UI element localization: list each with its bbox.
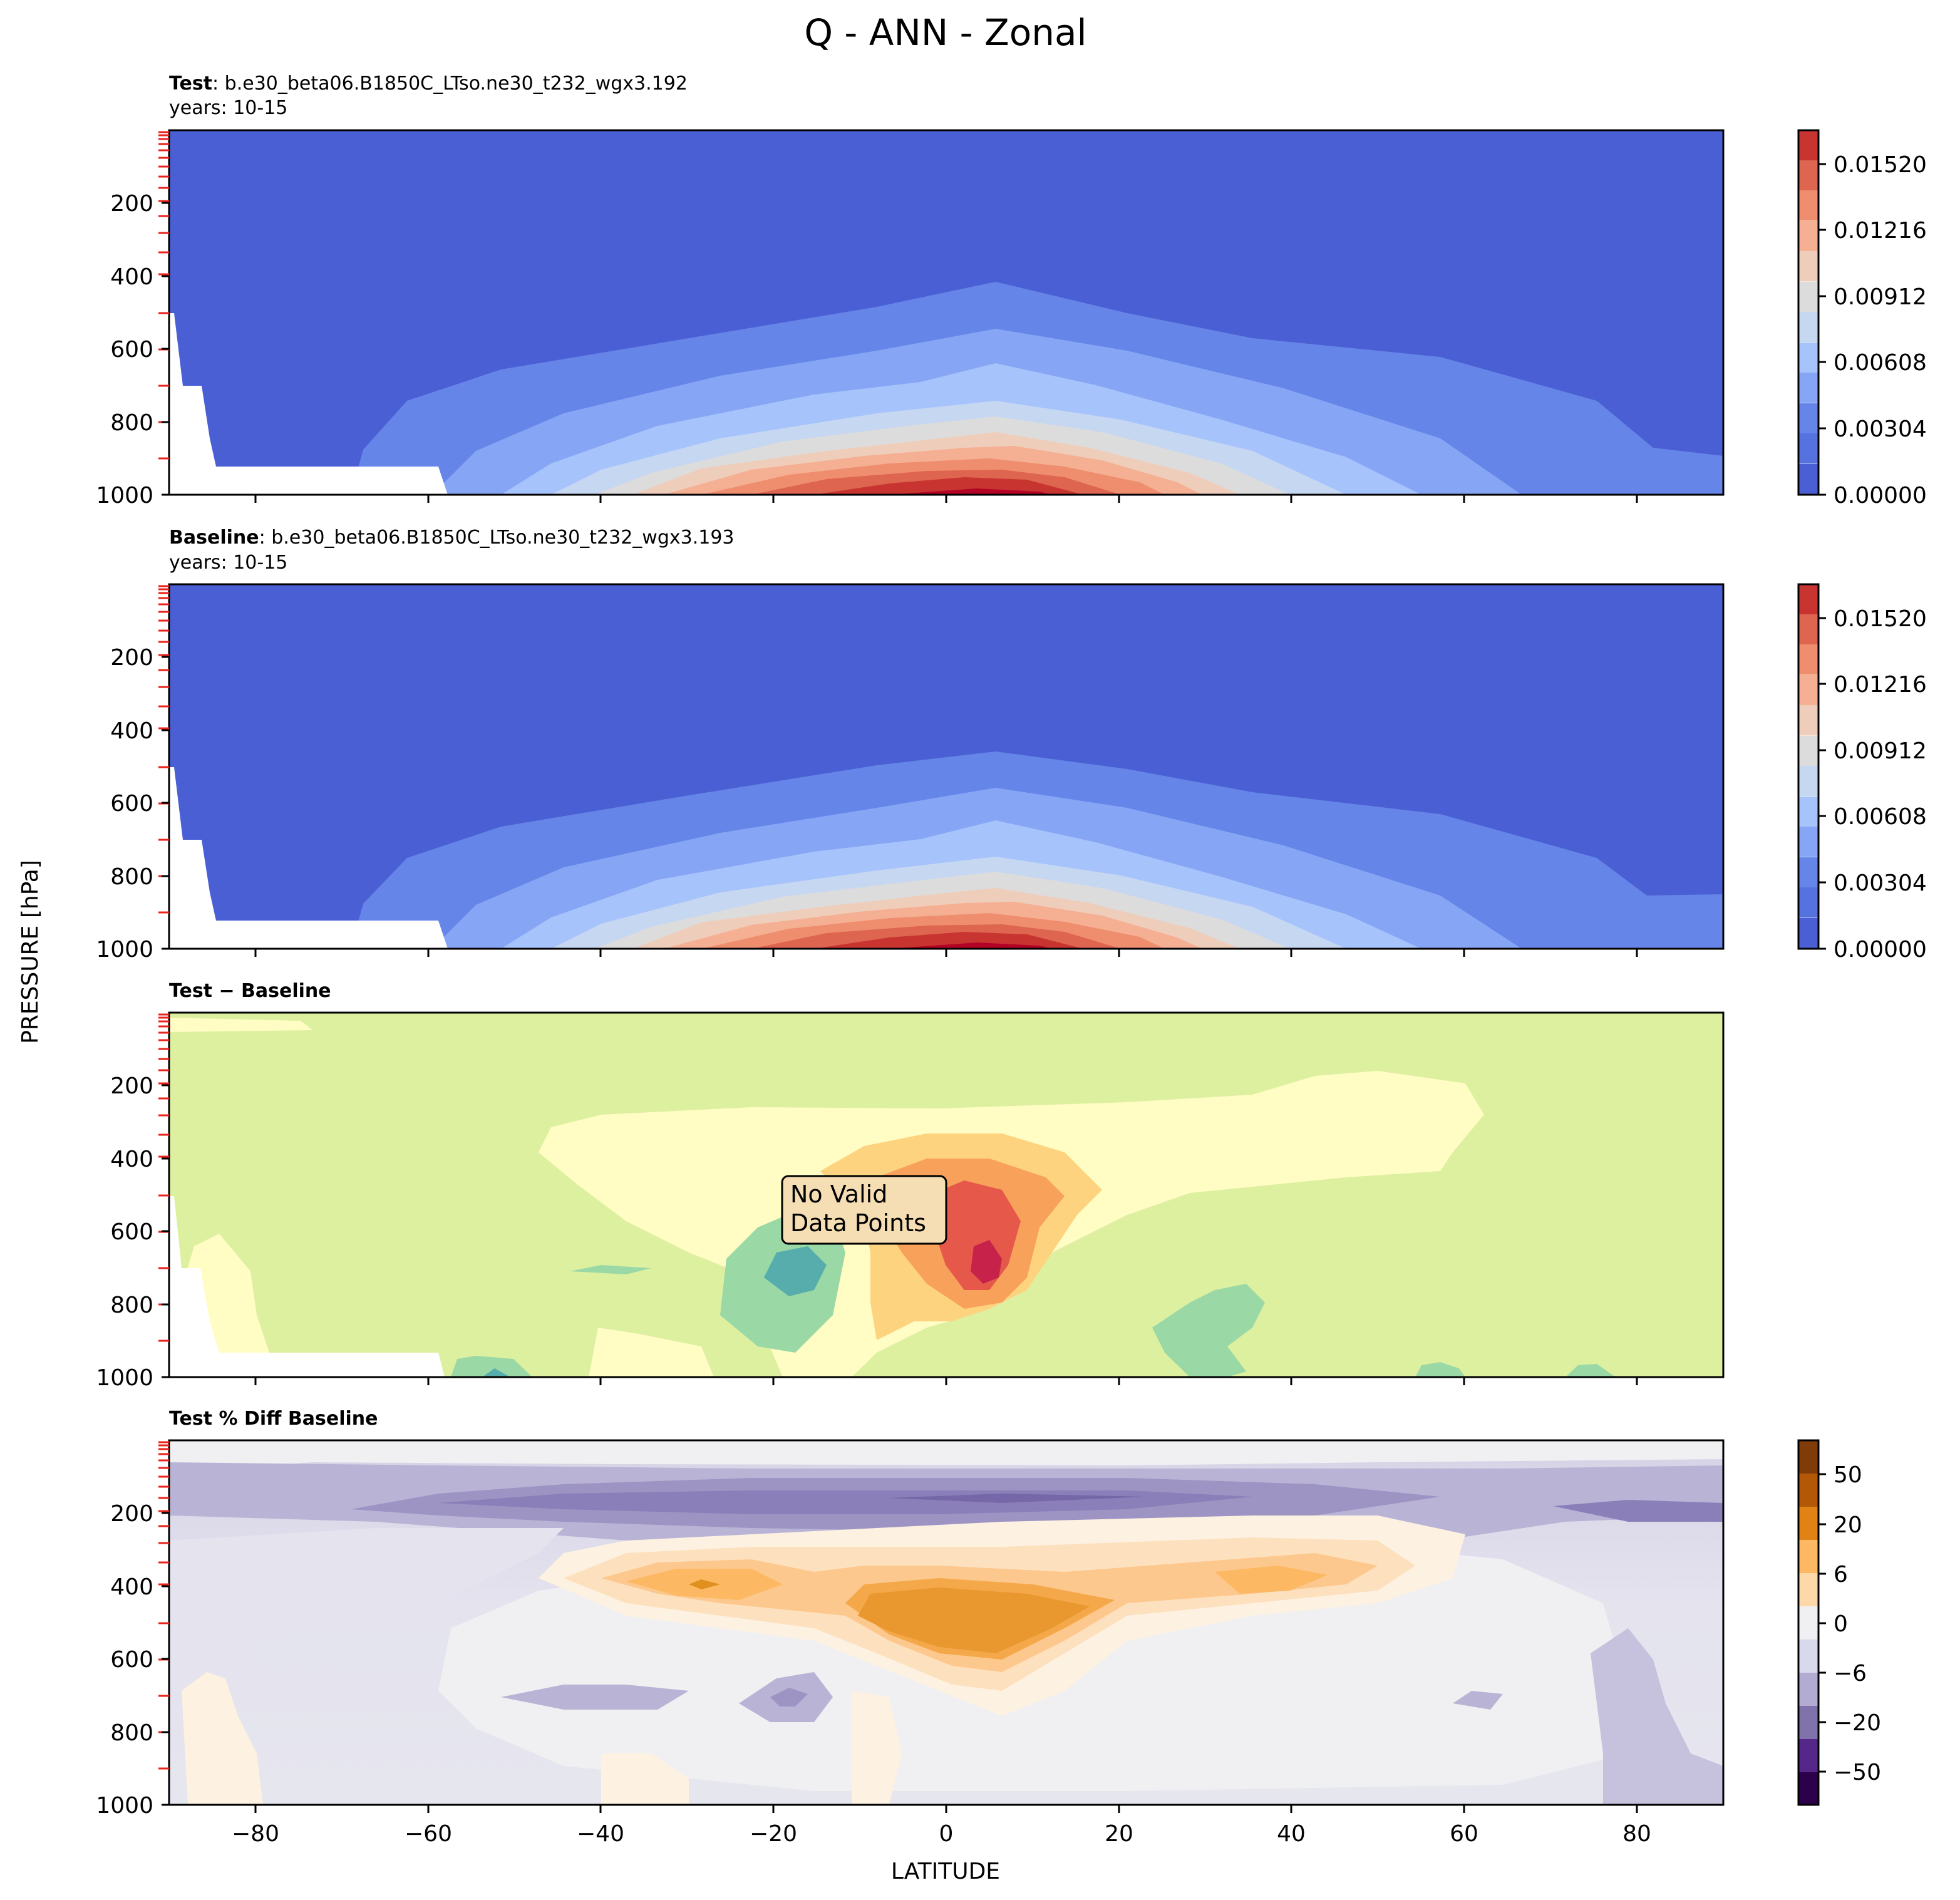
- panel-difference-yaxis: 200 400 600 800 1000: [96, 1073, 169, 1391]
- panel-difference: Test − Baseline No Valid Data Points: [96, 980, 1725, 1391]
- svg-text:400: 400: [110, 718, 153, 744]
- svg-text:0.01216: 0.01216: [1834, 218, 1927, 244]
- svg-text:0.01520: 0.01520: [1834, 152, 1927, 178]
- figure-title: Q - ANN - Zonal: [804, 11, 1086, 54]
- svg-text:0.01520: 0.01520: [1834, 606, 1927, 632]
- svg-text:1000: 1000: [96, 937, 153, 963]
- svg-text:0.00304: 0.00304: [1834, 416, 1927, 442]
- panel-baseline-contours: [169, 584, 1723, 949]
- svg-text:0.00304: 0.00304: [1834, 870, 1927, 896]
- terrain-mask: [169, 313, 448, 495]
- panel-percent-diff-contours: [169, 1440, 1723, 1805]
- svg-text:No Valid: No Valid: [790, 1180, 887, 1208]
- svg-text:0.01216: 0.01216: [1834, 672, 1927, 698]
- svg-text:800: 800: [110, 1720, 153, 1746]
- panel-test-level-ticks: [158, 131, 169, 460]
- svg-text:0.00912: 0.00912: [1834, 284, 1927, 310]
- panel-test-contours: [169, 130, 1723, 495]
- panel-test-xticks: [254, 495, 1638, 503]
- svg-text:400: 400: [110, 264, 153, 290]
- x-tick-label: 0: [939, 1821, 954, 1847]
- x-tick-label: −60: [405, 1821, 452, 1847]
- svg-text:20: 20: [1834, 1512, 1862, 1538]
- x-tick-label: −20: [750, 1821, 797, 1847]
- svg-text:600: 600: [110, 791, 153, 817]
- x-tick-label: −80: [232, 1821, 279, 1847]
- svg-text:800: 800: [110, 1293, 153, 1318]
- x-tick-label: 80: [1622, 1821, 1651, 1847]
- svg-text:800: 800: [110, 864, 153, 890]
- svg-text:800: 800: [110, 410, 153, 436]
- svg-text:200: 200: [110, 645, 153, 671]
- panel-percent-diff-title: Test % Diff Baseline: [169, 1408, 378, 1430]
- contour-band-11: [889, 488, 1052, 495]
- panel-percent-diff-xaxis: −80 −60 −40 −20 0 20 40 60 80: [232, 1805, 1651, 1847]
- panel-baseline-title: Baseline: b.e30_beta06.B1850C_LTso.ne30_…: [169, 527, 735, 549]
- svg-text:0.00000: 0.00000: [1834, 937, 1927, 963]
- svg-text:1000: 1000: [96, 1365, 153, 1391]
- panel-test-yaxis: 200 400 600 800 1000: [96, 191, 169, 509]
- svg-text:1000: 1000: [96, 1793, 153, 1819]
- x-tick-label: 60: [1450, 1821, 1478, 1847]
- svg-text:200: 200: [110, 1501, 153, 1527]
- panel-percent-diff: Test % Diff Baseline: [96, 1408, 1881, 1847]
- panel-baseline-yaxis: 200 400 600 800 1000: [96, 645, 169, 963]
- svg-text:−50: −50: [1834, 1760, 1881, 1785]
- panel-baseline-colorbar: 0.00000 0.00304 0.00608 0.00912 0.01216 …: [1797, 583, 1927, 963]
- svg-text:200: 200: [110, 1073, 153, 1099]
- svg-text:400: 400: [110, 1147, 153, 1172]
- panel-test-colorbar: 0.00000 0.00304 0.00608 0.00912 0.01216 …: [1797, 129, 1927, 509]
- no-valid-data-annotation: No Valid Data Points: [781, 1175, 947, 1245]
- svg-text:0: 0: [1834, 1611, 1848, 1637]
- svg-text:600: 600: [110, 337, 153, 363]
- contour-band-10: [814, 477, 1083, 495]
- panel-test-title: Test: b.e30_beta06.B1850C_LTso.ne30_t232…: [169, 73, 688, 95]
- x-tick-label: 40: [1277, 1821, 1306, 1847]
- panel-difference-contours: No Valid Data Points: [169, 1013, 1723, 1377]
- svg-text:1000: 1000: [96, 483, 153, 509]
- panel-difference-title: Test − Baseline: [169, 980, 331, 1002]
- y-axis-label: PRESSURE [hPa]: [18, 860, 43, 1044]
- panel-test: Test: b.e30_beta06.B1850C_LTso.ne30_t232…: [96, 73, 1927, 509]
- panel-test-years: years: 10-15: [169, 97, 287, 119]
- svg-text:6: 6: [1834, 1562, 1848, 1588]
- svg-text:−6: −6: [1834, 1661, 1867, 1686]
- panel-baseline-years: years: 10-15: [169, 552, 287, 574]
- svg-text:Data Points: Data Points: [790, 1209, 926, 1237]
- panel-baseline: Baseline: b.e30_beta06.B1850C_LTso.ne30_…: [96, 527, 1927, 963]
- svg-text:600: 600: [110, 1647, 153, 1673]
- panel-percent-diff-yaxis: 200 400 600 800 1000: [96, 1501, 169, 1819]
- panel-percent-diff-colorbar: 50 20 6 0 −6 −20 −50: [1797, 1439, 1881, 1806]
- svg-text:50: 50: [1834, 1462, 1862, 1488]
- svg-text:0.00912: 0.00912: [1834, 738, 1927, 764]
- x-tick-label: 20: [1105, 1821, 1133, 1847]
- svg-text:200: 200: [110, 191, 153, 217]
- x-tick-label: −40: [577, 1821, 624, 1847]
- svg-text:0.00000: 0.00000: [1834, 483, 1927, 509]
- svg-text:400: 400: [110, 1574, 153, 1600]
- svg-text:600: 600: [110, 1219, 153, 1245]
- svg-text:−20: −20: [1834, 1710, 1881, 1736]
- x-axis-label: LATITUDE: [891, 1859, 1000, 1884]
- svg-text:0.00608: 0.00608: [1834, 350, 1927, 376]
- svg-text:0.00608: 0.00608: [1834, 804, 1927, 830]
